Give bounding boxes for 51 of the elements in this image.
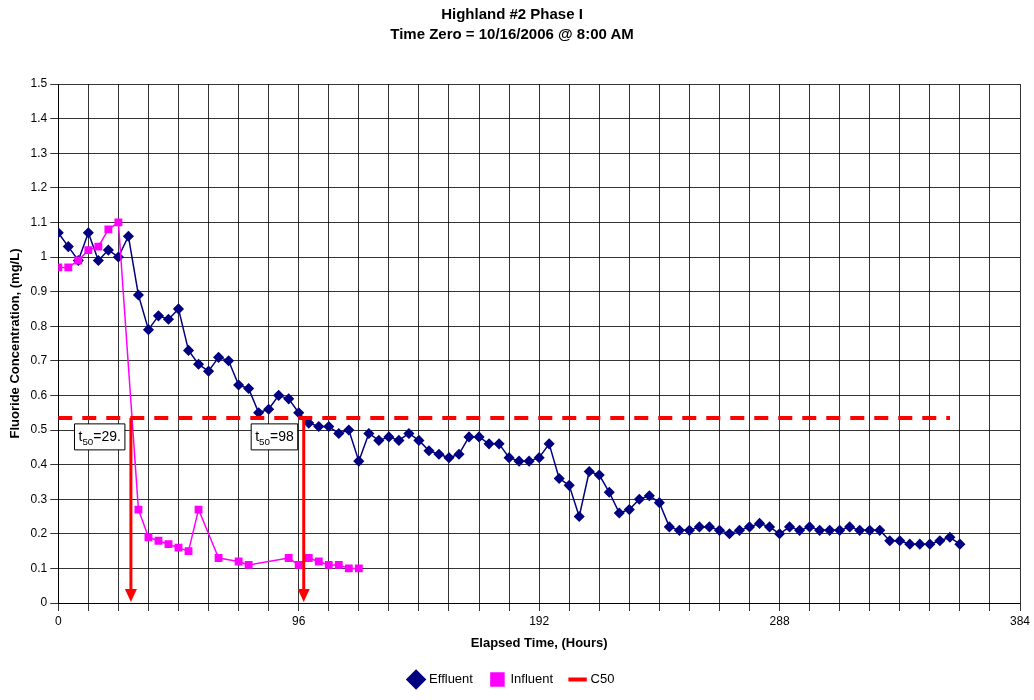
point <box>234 557 243 566</box>
point <box>354 564 363 573</box>
y-tick-label: 0 <box>40 595 48 610</box>
point <box>194 505 203 514</box>
point <box>84 246 93 255</box>
chart-subtitle: Time Zero = 10/16/2006 @ 8:00 AM <box>390 25 634 43</box>
x-tick-label: 288 <box>769 613 790 628</box>
y-tick-label: 0.2 <box>30 526 48 541</box>
point <box>214 554 223 562</box>
point <box>294 561 303 569</box>
point <box>314 557 323 566</box>
x-tick-label: 96 <box>292 613 306 628</box>
y-axis-title: Fluoride Concentration, (mg/L) <box>7 248 23 439</box>
y-tick-label: 1.1 <box>30 214 48 229</box>
y-tick-label: 0.5 <box>30 422 48 437</box>
y-tick-label: 1 <box>40 249 48 264</box>
y-tick-label: 1.2 <box>30 180 48 195</box>
legend-label: Influent <box>510 671 554 687</box>
legend-label: Effluent <box>429 671 474 687</box>
y-tick-label: 0.4 <box>30 456 48 471</box>
point <box>184 547 193 556</box>
y-tick-label: 0.8 <box>30 318 48 333</box>
point <box>174 543 183 552</box>
point <box>164 540 173 549</box>
point <box>114 218 123 227</box>
x-tick-label: 0 <box>54 613 62 628</box>
y-tick-label: 0.3 <box>30 491 48 506</box>
point <box>144 533 153 542</box>
point <box>94 242 103 251</box>
legend-label: C50 <box>590 671 615 687</box>
chart-title: Highland #2 Phase I <box>441 5 583 23</box>
y-tick-label: 1.3 <box>30 145 48 160</box>
point <box>64 263 73 272</box>
y-tick-label: 0.9 <box>30 283 48 298</box>
x-tick-label: 192 <box>529 613 550 628</box>
y-tick-label: 0.1 <box>30 560 48 575</box>
y-tick-label: 1.5 <box>30 76 48 91</box>
point <box>304 554 313 562</box>
point <box>334 561 343 569</box>
y-tick-label: 0.6 <box>30 387 48 402</box>
point <box>324 561 333 569</box>
point <box>244 561 253 569</box>
point <box>284 554 293 562</box>
x-axis-title: Elapsed Time, (Hours) <box>470 634 608 650</box>
x-tick-label: 384 <box>1009 613 1031 628</box>
point <box>154 536 163 545</box>
point <box>344 564 353 573</box>
point <box>104 225 113 234</box>
point <box>134 505 143 514</box>
y-tick-label: 0.7 <box>30 353 48 368</box>
y-tick-label: 1.4 <box>30 110 48 125</box>
